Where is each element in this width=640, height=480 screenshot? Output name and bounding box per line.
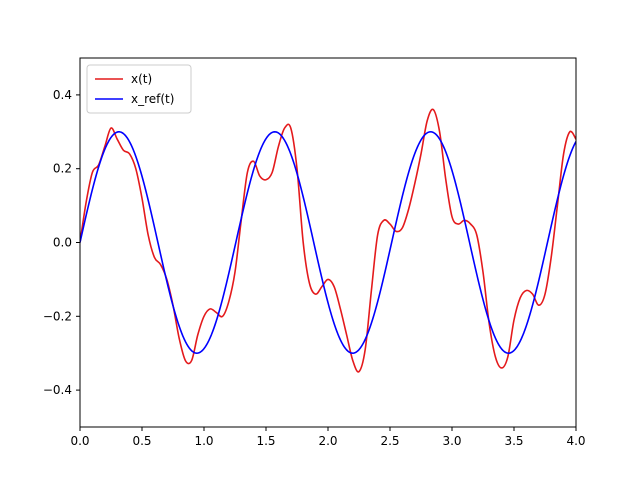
- legend-label: x_ref(t): [131, 92, 174, 106]
- plot-area: [80, 108, 576, 373]
- x-tick-label: 4.0: [566, 434, 585, 448]
- y-tick-label: 0.0: [53, 236, 72, 250]
- legend: x(t) x_ref(t): [86, 64, 192, 114]
- legend-box: [86, 64, 192, 114]
- x-tick-label: 1.0: [194, 434, 213, 448]
- x-tick-label: 2.0: [318, 434, 337, 448]
- x-tick-label: 0.0: [70, 434, 89, 448]
- series-line-x: [80, 108, 576, 373]
- y-axis: −0.4 −0.2 0.0 0.2 0.4: [43, 88, 80, 397]
- series-line-x-ref: [80, 131, 576, 354]
- x-tick-label: 3.0: [442, 434, 461, 448]
- x-tick-label: 2.5: [380, 434, 399, 448]
- y-tick-label: 0.4: [53, 88, 72, 102]
- legend-label: x(t): [131, 72, 152, 86]
- y-tick-label: −0.4: [43, 383, 72, 397]
- y-tick-label: −0.2: [43, 309, 72, 323]
- y-tick-label: 0.2: [53, 162, 72, 176]
- x-tick-label: 3.5: [504, 434, 523, 448]
- x-axis: 0.0 0.5 1.0 1.5 2.0 2.5 3.0 3.5 4.0: [70, 427, 586, 448]
- x-tick-label: 1.5: [256, 434, 275, 448]
- x-tick-label: 0.5: [132, 434, 151, 448]
